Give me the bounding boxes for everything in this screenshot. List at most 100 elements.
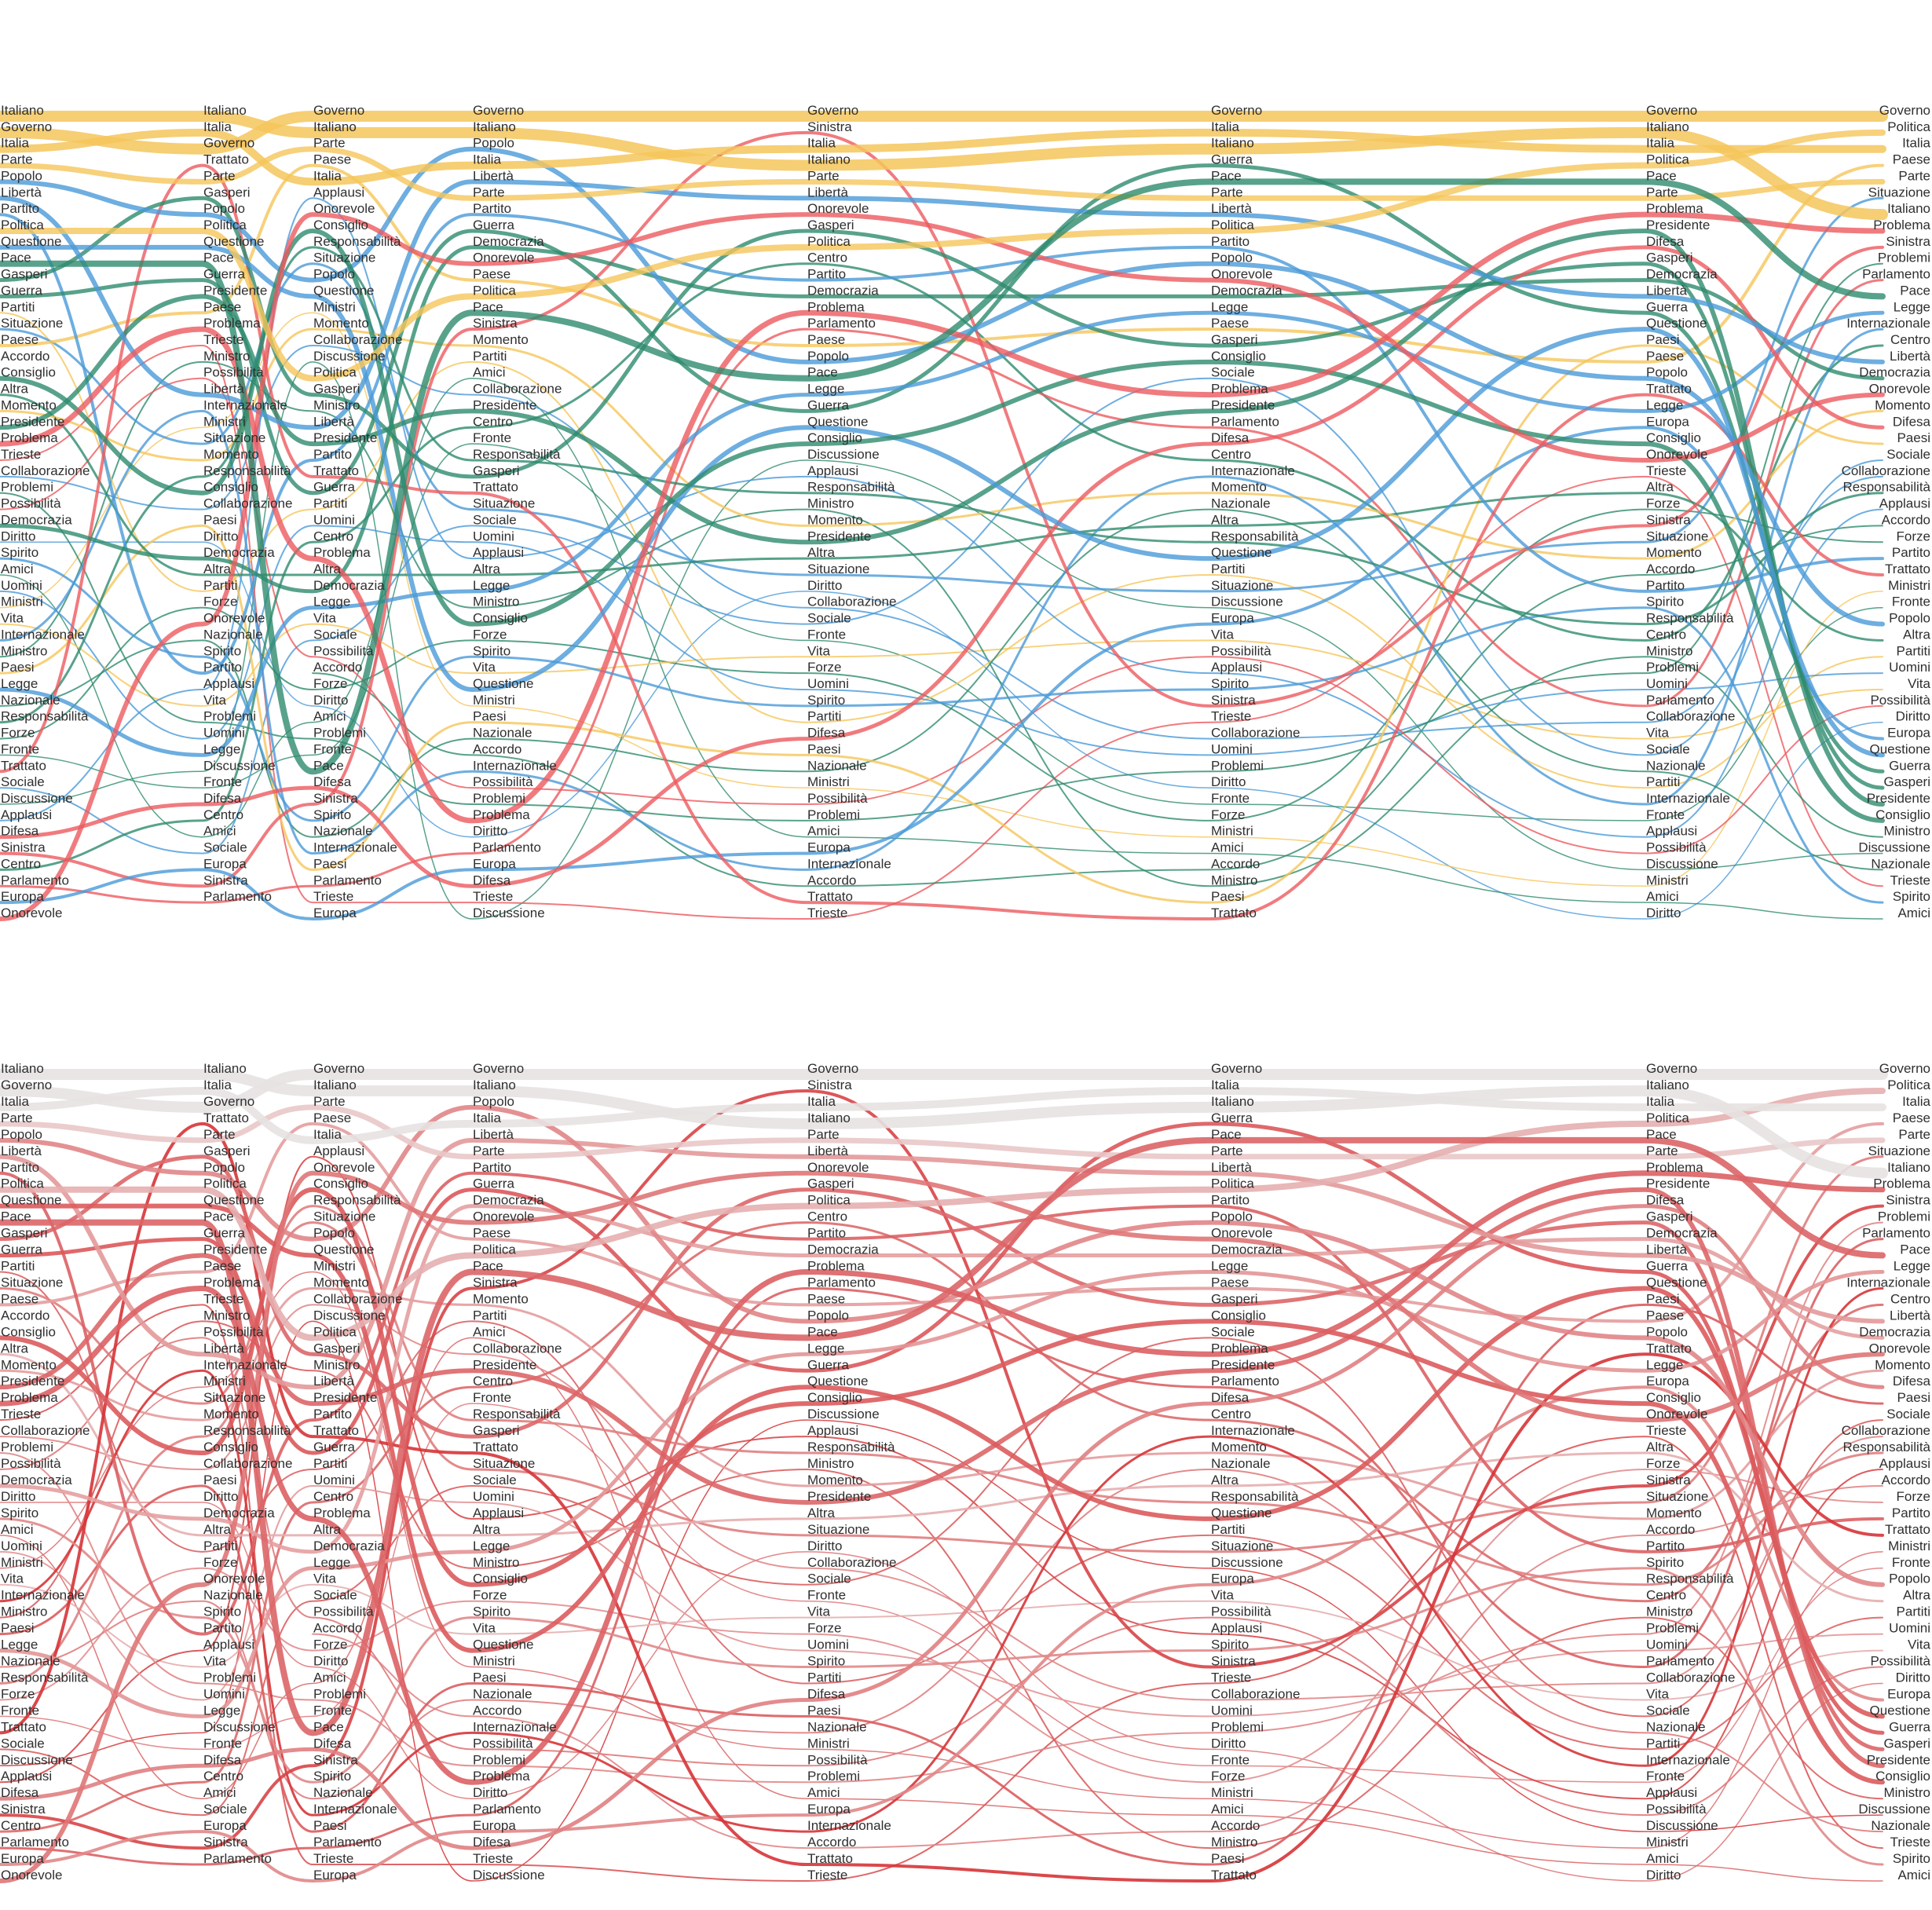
rank-label: Paesi [313, 856, 347, 871]
rank-label: Uomini [473, 1489, 514, 1504]
rank-label: Parlamento [1211, 1374, 1279, 1389]
rank-label: Sociale [473, 512, 517, 527]
rank-label: Guerra [1, 283, 42, 298]
rank-label: Applausi [203, 676, 254, 691]
series-line-altra [0, 1352, 1884, 1603]
rank-label: Italiano [313, 1078, 357, 1092]
rank-label: Applausi [1, 807, 52, 822]
rank-label: Fronte [807, 627, 846, 642]
rank-label: Discussione [203, 758, 276, 773]
rank-label: Guerra [473, 1176, 514, 1191]
rank-label: Onorevole [473, 251, 534, 265]
rank-label: Trattato [1, 1719, 46, 1734]
rank-label: Amici [1211, 1802, 1244, 1817]
rank-label: Ministro [1211, 1835, 1258, 1850]
rank-label: Responsabilità [203, 1423, 291, 1438]
rank-label: Sinistra [1211, 1654, 1256, 1669]
rank-label: Questione [203, 1193, 265, 1208]
rank-label: Questione [1211, 545, 1272, 560]
rank-label: Presidente [1646, 218, 1710, 232]
series-line-onorevole [0, 1170, 1885, 1883]
series-line-discussione [0, 1320, 1883, 1882]
rank-label: Popolo [1889, 1572, 1930, 1586]
rank-label: Fronte [313, 1703, 352, 1718]
rank-label: Parlamento [1862, 267, 1930, 282]
rank-label: Ministri [807, 1736, 850, 1751]
rank-label: Popolo [1646, 1324, 1688, 1339]
rank-label: Ministri [473, 1654, 515, 1669]
rank-label: Uomini [1211, 741, 1253, 756]
series-line-legge [0, 1270, 1885, 1718]
rank-label: Presidente [313, 1390, 377, 1405]
rank-label: Altra [313, 562, 342, 576]
rank-label: Parlamento [473, 1802, 541, 1817]
rank-label: Europa [1887, 1686, 1930, 1701]
rank-label: Europa [1887, 726, 1930, 741]
rank-label: Gasperi [1, 1226, 48, 1241]
rank-label: Guerra [807, 1357, 849, 1372]
rank-label: Spirito [1, 545, 38, 560]
rank-label: Onorevole [1, 906, 62, 920]
rank-label: Partiti [473, 1308, 507, 1323]
rank-label: Ministri [807, 774, 850, 789]
rank-label: Gasperi [1646, 1209, 1693, 1224]
rank-label: Legge [1646, 1357, 1683, 1372]
rank-label: Uomini [807, 676, 849, 691]
rank-label: Italiano [1646, 1078, 1689, 1092]
rank-label: Politica [203, 218, 247, 232]
rank-label: Consiglio [473, 1572, 528, 1586]
rank-label: Partito [203, 1621, 242, 1636]
rank-label: Centro [313, 1489, 353, 1504]
rank-label: Possibilità [473, 1736, 533, 1751]
rank-label: Onorevole [203, 1572, 265, 1586]
rank-label: Centro [1211, 1407, 1251, 1422]
rank-label: Nazionale [203, 1588, 263, 1603]
rank-label: Problemi [313, 726, 366, 741]
rank-label: Spirito [313, 807, 351, 822]
rank-label: Nazionale [473, 1686, 532, 1701]
rank-label: Ministri [1211, 1785, 1253, 1800]
series-line-democrazia [0, 1204, 1885, 1554]
rank-label: Spirito [1, 1506, 38, 1520]
rank-label: Onorevole [1211, 1226, 1272, 1241]
rank-label: Internazionale [1646, 1752, 1730, 1767]
rank-label: Trieste [313, 889, 353, 904]
rank-label: Questione [473, 1637, 534, 1652]
rank-label: Discussione [1858, 1802, 1930, 1817]
rank-label: Trattato [1646, 1341, 1692, 1356]
rank-label: Politica [1646, 1111, 1689, 1125]
rank-label: Problemi [807, 807, 860, 822]
series-line-questione [0, 244, 1885, 758]
rank-label: Fronte [1892, 1555, 1930, 1570]
rank-label: Pace [1900, 1242, 1930, 1257]
series-line-spirito [0, 557, 1884, 904]
rank-label: Forze [203, 1555, 237, 1570]
rank-label: Gasperi [1211, 332, 1258, 347]
rank-label: Partito [1892, 545, 1930, 560]
rank-label: Spirito [313, 1769, 351, 1784]
rank-label: Partiti [807, 709, 841, 724]
rank-label: Responsabilità [1, 709, 89, 724]
rank-label: Partiti [1211, 1522, 1245, 1537]
rank-label: Onorevole [473, 1209, 534, 1224]
rank-label: Momento [1211, 480, 1267, 495]
series-line-spirito [0, 1517, 1884, 1866]
rank-label: Consiglio [313, 1176, 368, 1191]
rank-label: Popolo [807, 349, 849, 364]
rank-label: Possibilità [1646, 1802, 1707, 1817]
rank-label: Vita [807, 643, 831, 658]
rank-label: Consiglio [1211, 1308, 1266, 1323]
rank-label: Internazionale [203, 397, 287, 412]
rank-label: Paese [1893, 1111, 1930, 1125]
rank-label: Problema [313, 545, 371, 560]
rank-label: Amici [807, 824, 840, 839]
rank-label: Sociale [203, 840, 247, 855]
rank-label: Pace [1, 1209, 31, 1224]
rank-label: Legge [1, 1637, 38, 1652]
rank-label: Diritto [313, 693, 348, 708]
rank-label: Libertà [807, 1143, 849, 1158]
rank-label: Internazionale [1211, 463, 1295, 478]
rank-label: Partiti [313, 1456, 347, 1471]
rank-label: Responsabilità [473, 447, 561, 462]
rank-label: Discussione [807, 1407, 880, 1422]
